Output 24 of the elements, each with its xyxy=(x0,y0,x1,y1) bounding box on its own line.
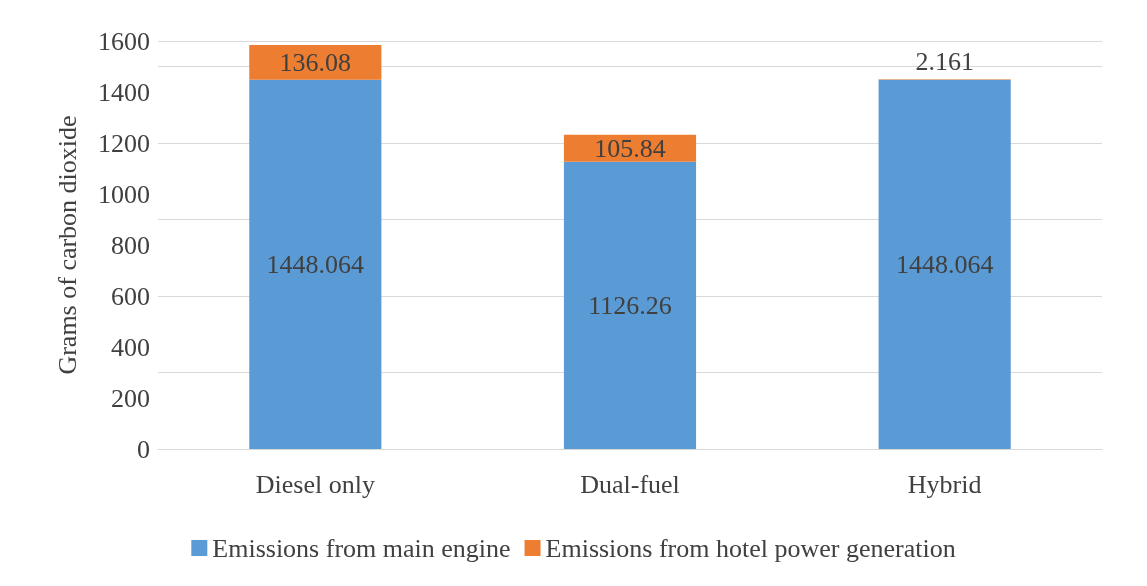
x-tick-label: Diesel only xyxy=(255,469,375,499)
y-tick-label: 800 xyxy=(111,230,150,260)
data-label: 1448.064 xyxy=(895,249,994,279)
legend-label: Emissions from main engine xyxy=(212,533,511,563)
y-tick-label: 1000 xyxy=(98,179,150,209)
bar xyxy=(563,161,697,449)
y-tick-label: 600 xyxy=(111,281,150,311)
x-tick-label: Hybrid xyxy=(907,469,982,499)
y-axis-title: Grams of carbon dioxide xyxy=(52,115,82,375)
y-tick-label: 1400 xyxy=(98,77,150,107)
bar xyxy=(249,79,382,449)
y-tick-label: 200 xyxy=(111,383,150,413)
y-tick-label: 1200 xyxy=(98,128,150,158)
x-tick-label: Dual-fuel xyxy=(580,469,680,499)
y-tick-label: 1600 xyxy=(98,26,150,56)
data-label: 1448.064 xyxy=(266,249,365,279)
bar xyxy=(878,79,1011,449)
legend-label: Emissions from hotel power generation xyxy=(545,533,956,563)
data-label: 1126.26 xyxy=(588,290,672,320)
data-label: 105.84 xyxy=(594,133,666,163)
y-tick-label: 0 xyxy=(137,434,150,464)
data-label: 136.08 xyxy=(279,47,352,77)
data-label: 2.161 xyxy=(915,46,974,76)
y-tick-label: 400 xyxy=(111,332,150,362)
